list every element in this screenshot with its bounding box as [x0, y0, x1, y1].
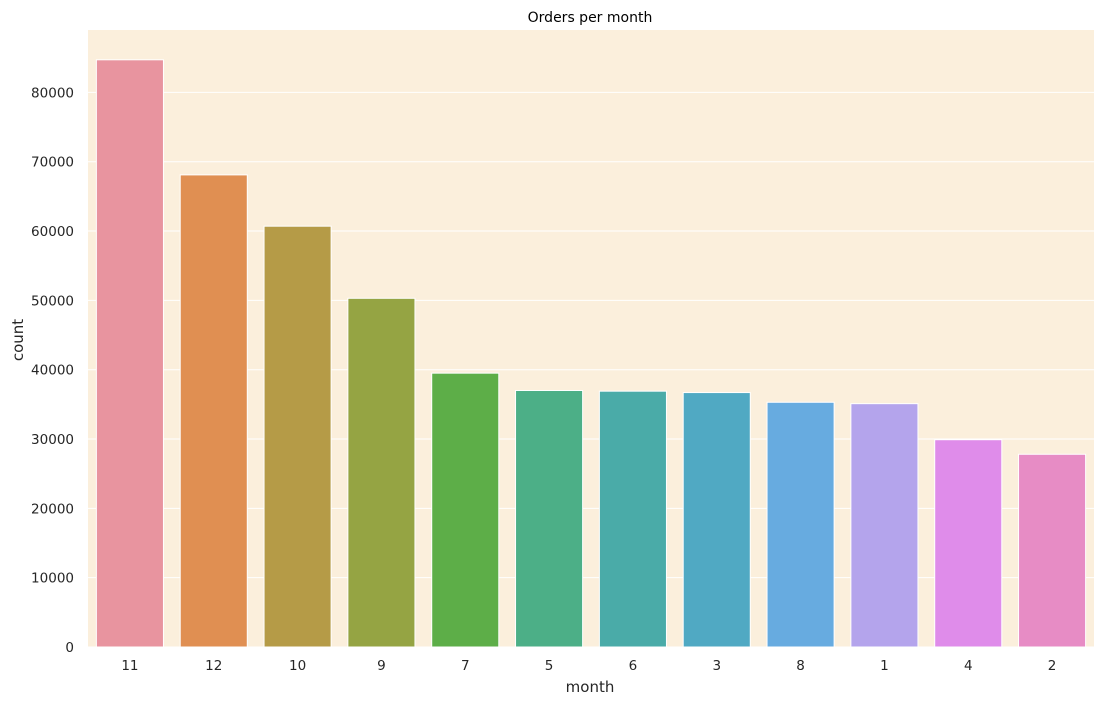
- x-tick-label: 1: [880, 658, 889, 674]
- x-tick-label: 12: [205, 658, 222, 674]
- x-axis-label: month: [566, 678, 615, 696]
- chart-title: Orders per month: [528, 10, 653, 26]
- x-tick-label: 10: [289, 658, 306, 674]
- x-tick-label: 3: [712, 658, 721, 674]
- x-tick-label: 5: [545, 658, 554, 674]
- bar-month-12: [179, 174, 248, 648]
- gridlines: [88, 91, 1094, 648]
- x-tick-label: 4: [964, 658, 973, 674]
- bars: [95, 59, 1087, 648]
- bar-month-8: [766, 401, 835, 648]
- y-axis-ticks: 0 10000 20000 30000 40000 50000 60000 70000 8000…: [31, 85, 74, 656]
- bar-month-3: [682, 392, 751, 648]
- y-tick-label: 30000: [31, 432, 74, 448]
- x-axis-ticks: 11 12 10 9 7 5 6 3 8 1 4 2: [121, 658, 1056, 674]
- bar-month-4: [934, 439, 1003, 648]
- bar-month-7: [431, 372, 500, 648]
- bar-month-9: [347, 297, 416, 648]
- bar-month-6: [598, 390, 667, 648]
- x-tick-label: 7: [461, 658, 470, 674]
- x-tick-label: 6: [629, 658, 638, 674]
- y-tick-label: 0: [65, 640, 74, 656]
- y-tick-label: 70000: [31, 155, 74, 171]
- y-axis-label: count: [9, 319, 27, 361]
- bar-month-10: [263, 225, 332, 648]
- bar-month-1: [850, 403, 919, 648]
- x-tick-label: 2: [1048, 658, 1057, 674]
- x-tick-label: 8: [796, 658, 805, 674]
- x-tick-label: 11: [121, 658, 138, 674]
- bar-month-5: [515, 389, 584, 648]
- plot-area: [88, 30, 1094, 647]
- y-tick-label: 60000: [31, 224, 74, 240]
- x-tick-label: 9: [377, 658, 386, 674]
- y-tick-label: 40000: [31, 363, 74, 379]
- y-tick-label: 80000: [31, 85, 74, 101]
- y-tick-label: 50000: [31, 293, 74, 309]
- y-tick-label: 10000: [31, 571, 74, 587]
- bar-month-11: [95, 59, 164, 648]
- bar-month-2: [1018, 453, 1087, 648]
- y-tick-label: 20000: [31, 501, 74, 517]
